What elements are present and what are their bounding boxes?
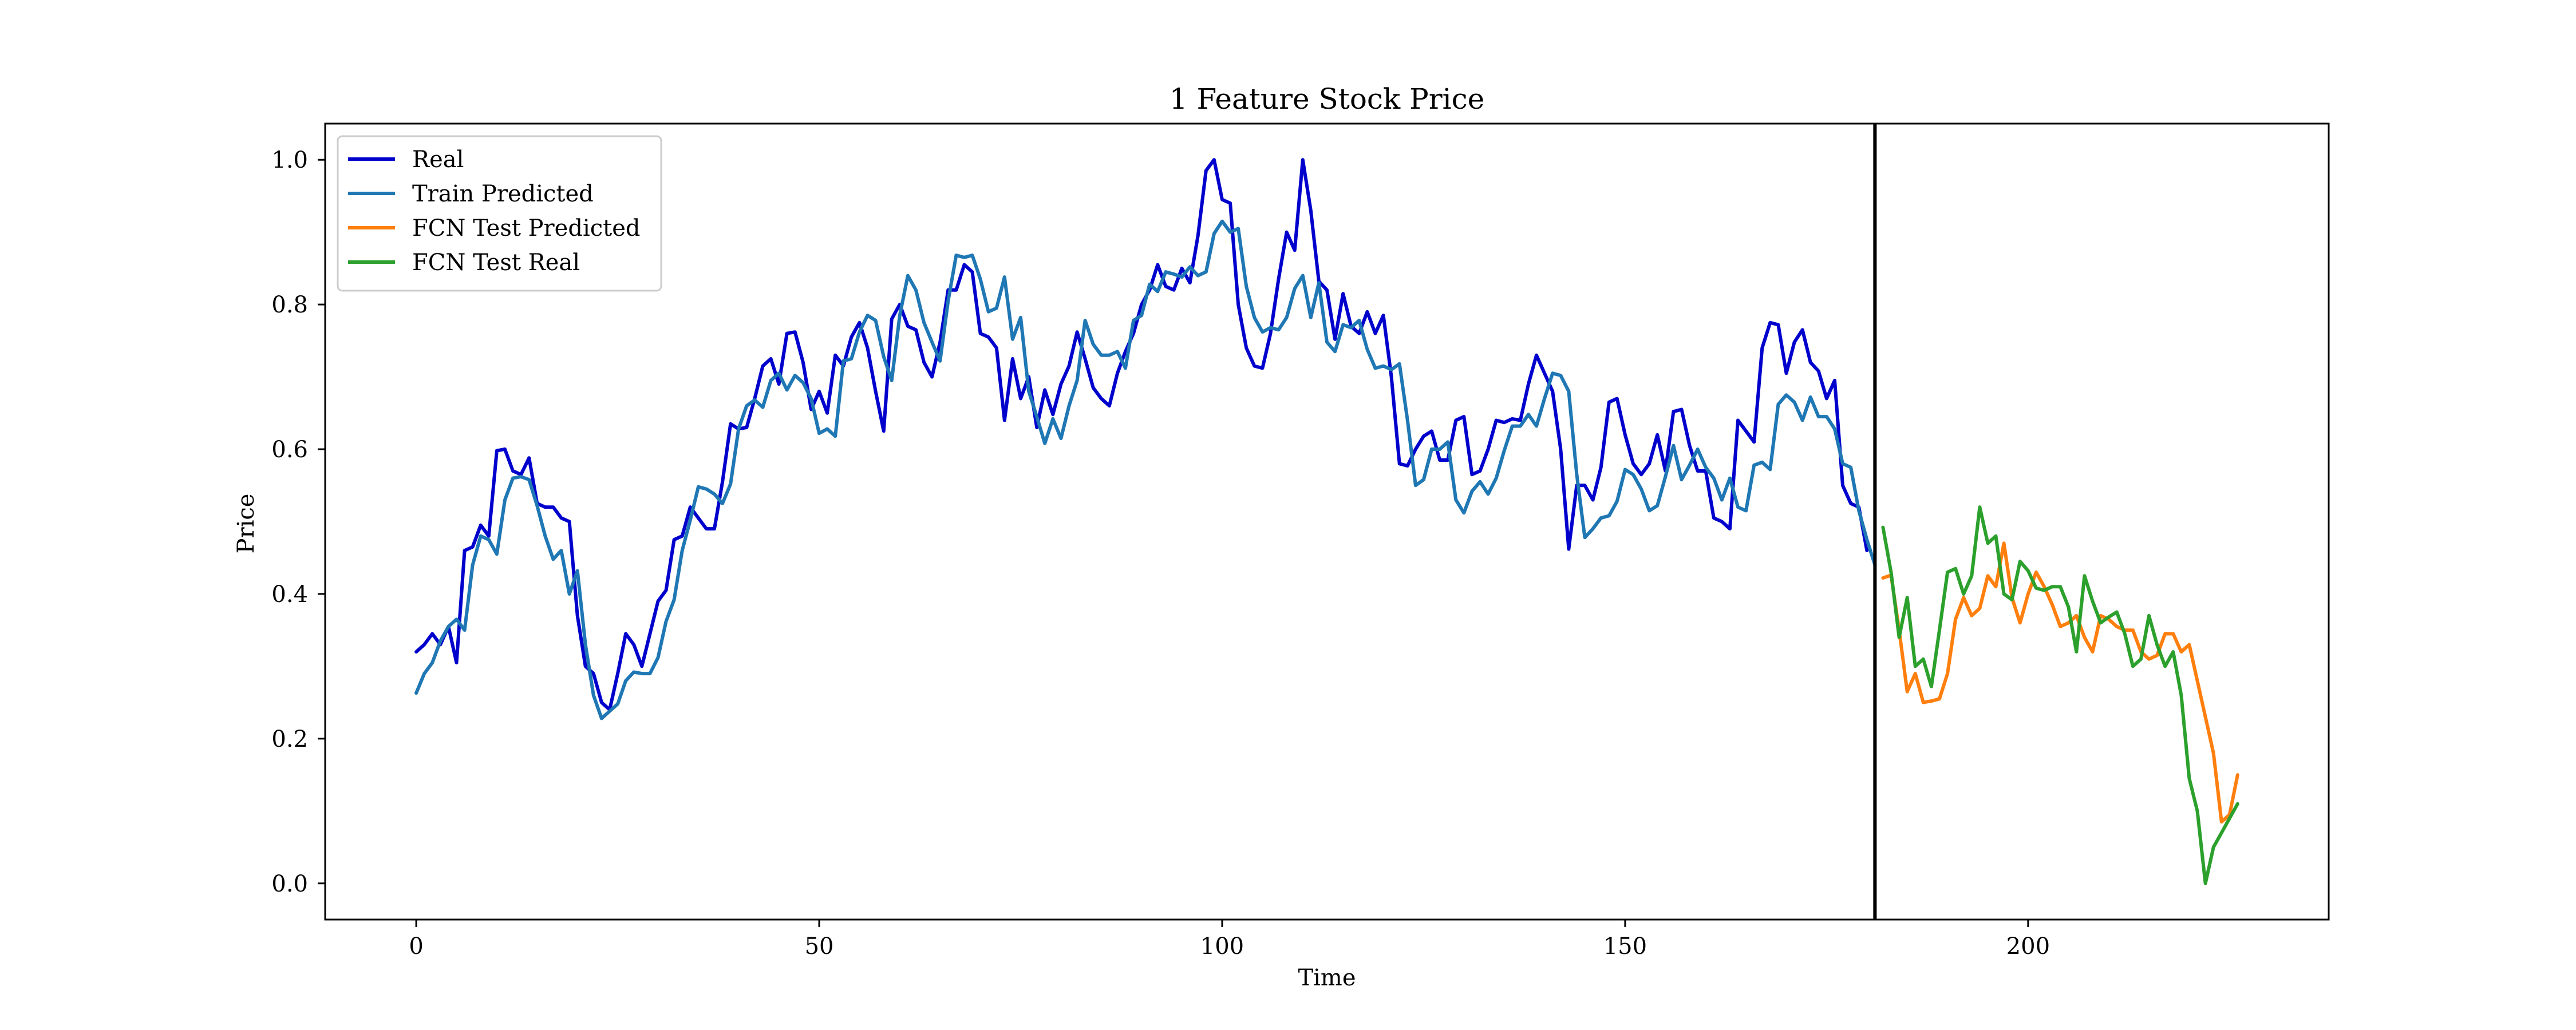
- series-line-3: [1881, 505, 2239, 885]
- y-tick-label-3: 0.6: [271, 437, 308, 463]
- legend: Real Train Predicted FCN Test Predicted FCN…: [337, 135, 662, 292]
- chart-title: 1 Feature Stock Price: [1170, 82, 1485, 116]
- x-tick-label-1: 50: [805, 933, 834, 960]
- y-axis-ticks: 0.0 0.2 0.4 0.6 0.8 1.0: [271, 147, 325, 897]
- series-line-0: [414, 158, 1869, 712]
- x-tick-label-4: 200: [2006, 933, 2050, 960]
- series-line-1: [414, 219, 1877, 720]
- y-tick-label-0: 0.0: [271, 871, 308, 897]
- legend-label-3: FCN Test Real: [412, 249, 580, 276]
- y-axis-label: Price: [233, 494, 259, 554]
- legend-label-0: Real: [412, 146, 464, 173]
- plot-frame: [324, 122, 2330, 921]
- y-tick-label-4: 0.8: [271, 292, 308, 318]
- y-tick-label-5: 1.0: [271, 147, 308, 173]
- x-tick-label-0: 0: [409, 933, 423, 960]
- x-axis-label: Time: [1298, 965, 1356, 991]
- y-tick-label-2: 0.4: [271, 581, 308, 608]
- legend-box: [337, 135, 662, 292]
- y-tick-label-1: 0.2: [271, 726, 308, 752]
- x-axis-ticks: 0 50 100 150 200: [409, 920, 2050, 960]
- x-tick-label-2: 100: [1200, 933, 1244, 960]
- legend-label-2: FCN Test Predicted: [412, 215, 641, 241]
- plot-lines: [414, 158, 2239, 885]
- x-tick-label-3: 150: [1603, 933, 1647, 960]
- series-line-2: [1881, 541, 2239, 824]
- legend-label-1: Train Predicted: [412, 181, 594, 207]
